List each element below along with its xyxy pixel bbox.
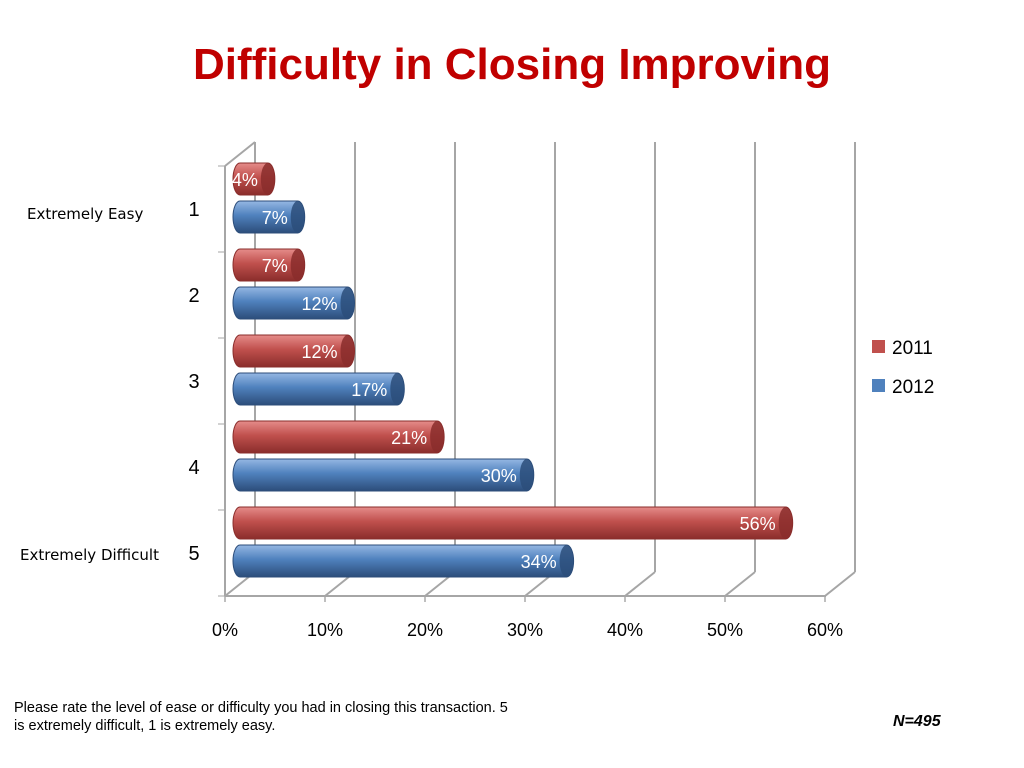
data-label: 21% (391, 428, 427, 448)
floor-line (724, 571, 756, 597)
bar-end-cap (778, 507, 793, 539)
extremely-difficult-label: Extremely Difficult (20, 546, 159, 564)
legend-swatch-2011 (872, 340, 885, 353)
sample-size-label: N=495 (893, 713, 941, 730)
bar-end-cap (430, 421, 445, 453)
chart-title: Difficulty in Closing Improving (193, 40, 831, 89)
bar-end-cap (340, 287, 355, 319)
floor-line (824, 571, 856, 597)
data-label: 12% (301, 294, 337, 314)
legend-label-2012: 2012 (892, 377, 934, 398)
x-tick-label: 30% (507, 620, 543, 640)
bar-end-cap (519, 459, 534, 491)
bar-end-cap (260, 163, 275, 195)
category-label: 2 (188, 285, 199, 307)
x-tick-label: 50% (707, 620, 743, 640)
x-tick-label: 20% (407, 620, 443, 640)
legend-label-2011: 2011 (892, 338, 933, 359)
data-label: 7% (262, 256, 288, 276)
legend-swatch-2012 (872, 379, 885, 392)
data-label: 12% (301, 342, 337, 362)
bar-end-cap (290, 201, 305, 233)
bar-2011-5 (232, 506, 794, 540)
category-label: 5 (188, 543, 199, 565)
bar-end-cap (340, 335, 355, 367)
category-label: 4 (188, 457, 199, 479)
bar-chart: 0% 10% 20% 30% 40% 50% 60% 14%7%27%12%312%17%4… (188, 141, 934, 640)
survey-question-footnote: Please rate the level of ease or difficu… (14, 700, 508, 734)
data-label: 4% (232, 170, 258, 190)
bar-end-cap (559, 545, 574, 577)
x-tick-label: 0% (212, 620, 238, 640)
x-tick-label: 10% (307, 620, 343, 640)
bar-end-cap (290, 249, 305, 281)
bar-end-cap (390, 373, 405, 405)
category-label: 1 (188, 199, 199, 221)
data-label: 34% (521, 552, 557, 572)
data-label: 7% (262, 208, 288, 228)
data-label: 56% (740, 514, 776, 534)
extremely-easy-label: Extremely Easy (27, 205, 144, 223)
floor-line (624, 571, 656, 597)
data-label: 30% (481, 466, 517, 486)
side-wall-top (224, 141, 256, 167)
x-tick-label: 60% (807, 620, 843, 640)
data-label: 17% (351, 380, 387, 400)
category-label: 3 (188, 371, 199, 393)
x-tick-label: 40% (607, 620, 643, 640)
